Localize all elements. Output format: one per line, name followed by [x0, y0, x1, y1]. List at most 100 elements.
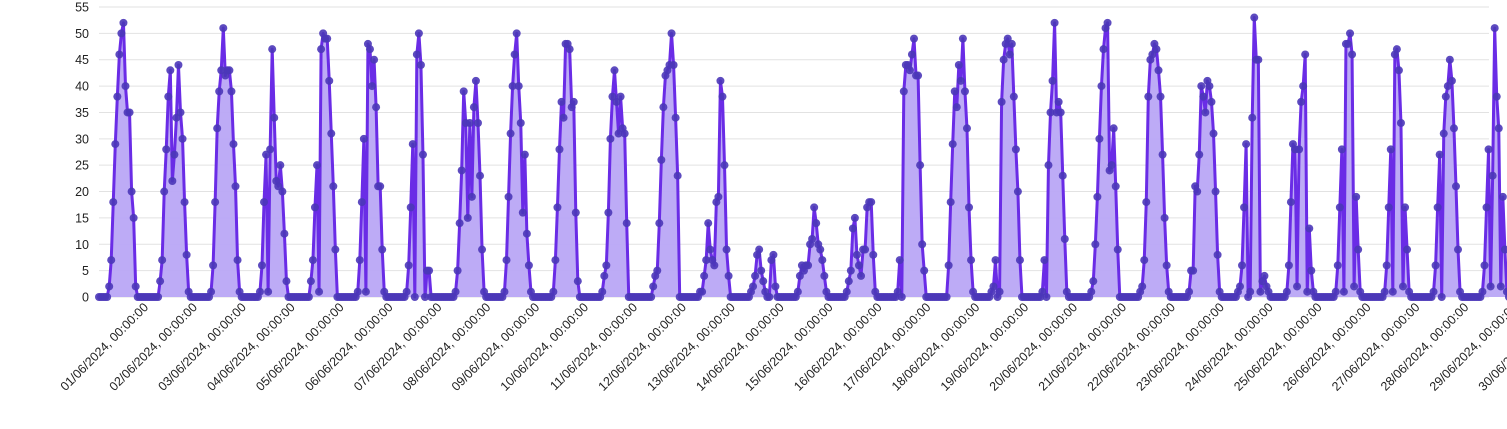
data-point[interactable] — [168, 177, 177, 185]
data-point[interactable] — [359, 134, 368, 143]
data-point[interactable] — [215, 87, 224, 96]
data-point[interactable] — [1103, 18, 1112, 27]
data-point[interactable] — [103, 293, 112, 301]
data-point[interactable] — [1056, 108, 1065, 117]
data-point[interactable] — [1058, 171, 1067, 180]
data-point[interactable] — [207, 287, 216, 296]
data-point[interactable] — [1480, 261, 1489, 270]
data-point[interactable] — [1431, 261, 1440, 270]
data-point[interactable] — [606, 134, 615, 143]
data-point[interactable] — [1091, 240, 1100, 249]
data-point[interactable] — [180, 198, 189, 207]
data-point[interactable] — [920, 266, 929, 275]
data-point[interactable] — [812, 219, 821, 228]
data-point[interactable] — [569, 97, 578, 106]
data-point[interactable] — [1486, 282, 1495, 291]
data-point[interactable] — [524, 261, 533, 270]
data-point[interactable] — [757, 266, 766, 275]
data-point[interactable] — [755, 245, 764, 254]
data-point[interactable] — [408, 140, 417, 149]
data-point[interactable] — [109, 198, 118, 207]
data-point[interactable] — [842, 287, 851, 296]
data-point[interactable] — [710, 261, 719, 270]
data-point[interactable] — [378, 245, 387, 254]
data-point[interactable] — [329, 182, 338, 191]
data-point[interactable] — [1502, 287, 1507, 296]
data-point[interactable] — [844, 277, 853, 286]
data-point[interactable] — [160, 187, 169, 196]
data-point[interactable] — [313, 161, 322, 170]
data-point[interactable] — [463, 213, 472, 222]
data-point[interactable] — [1095, 134, 1104, 143]
data-point[interactable] — [1307, 266, 1316, 275]
data-point[interactable] — [500, 287, 509, 296]
data-point[interactable] — [129, 213, 138, 222]
data-point[interactable] — [1388, 287, 1397, 296]
data-point[interactable] — [1386, 145, 1395, 154]
data-point[interactable] — [718, 92, 727, 101]
data-point[interactable] — [1209, 129, 1218, 138]
data-point[interactable] — [861, 245, 870, 254]
data-point[interactable] — [1162, 261, 1171, 270]
data-point[interactable] — [1211, 187, 1220, 196]
data-point[interactable] — [1454, 245, 1463, 254]
data-point[interactable] — [610, 66, 619, 75]
data-point[interactable] — [1451, 182, 1460, 191]
data-point[interactable] — [1007, 39, 1016, 48]
data-point[interactable] — [412, 50, 421, 59]
data-point[interactable] — [1482, 203, 1491, 212]
data-point[interactable] — [1337, 145, 1346, 154]
data-point[interactable] — [1299, 82, 1308, 91]
data-point[interactable] — [1346, 29, 1355, 38]
data-point[interactable] — [997, 97, 1006, 106]
data-point[interactable] — [162, 145, 171, 154]
data-point[interactable] — [117, 29, 126, 38]
data-point[interactable] — [105, 282, 114, 291]
data-point[interactable] — [1250, 13, 1259, 22]
data-point[interactable] — [270, 113, 279, 122]
data-point[interactable] — [1005, 50, 1014, 59]
data-point[interactable] — [225, 66, 234, 75]
data-point[interactable] — [406, 203, 415, 212]
data-point[interactable] — [459, 87, 468, 96]
data-point[interactable] — [416, 61, 425, 69]
data-point[interactable] — [1478, 287, 1487, 296]
data-point[interactable] — [1107, 161, 1116, 170]
data-point[interactable] — [653, 266, 662, 275]
data-point[interactable] — [759, 277, 768, 286]
data-point[interactable] — [602, 261, 611, 270]
data-point[interactable] — [1158, 150, 1167, 159]
data-point[interactable] — [1343, 39, 1352, 48]
data-point[interactable] — [1248, 113, 1257, 122]
data-point[interactable] — [600, 271, 609, 280]
data-point[interactable] — [510, 50, 519, 59]
data-point[interactable] — [255, 287, 264, 296]
data-point[interactable] — [1445, 55, 1454, 64]
data-point[interactable] — [331, 245, 340, 254]
data-point[interactable] — [211, 198, 220, 207]
data-point[interactable] — [264, 287, 273, 296]
data-point[interactable] — [967, 256, 976, 265]
data-point[interactable] — [1195, 150, 1204, 159]
data-point[interactable] — [706, 245, 715, 254]
data-point[interactable] — [1449, 124, 1458, 133]
data-point[interactable] — [178, 134, 187, 143]
data-point[interactable] — [121, 82, 130, 91]
data-point[interactable] — [1303, 287, 1312, 296]
data-point[interactable] — [714, 192, 723, 201]
data-point[interactable] — [1350, 282, 1359, 291]
data-point[interactable] — [700, 271, 709, 280]
data-point[interactable] — [1284, 261, 1293, 270]
data-point[interactable] — [910, 34, 918, 43]
data-point[interactable] — [164, 92, 173, 101]
data-point[interactable] — [1011, 145, 1020, 154]
data-point[interactable] — [1093, 192, 1102, 201]
data-point[interactable] — [820, 271, 829, 280]
data-point[interactable] — [918, 240, 927, 249]
data-point[interactable] — [1054, 97, 1063, 106]
data-point[interactable] — [170, 150, 179, 159]
data-point[interactable] — [131, 282, 140, 291]
data-point[interactable] — [1199, 92, 1208, 101]
data-point[interactable] — [854, 261, 863, 270]
data-point[interactable] — [213, 124, 222, 133]
